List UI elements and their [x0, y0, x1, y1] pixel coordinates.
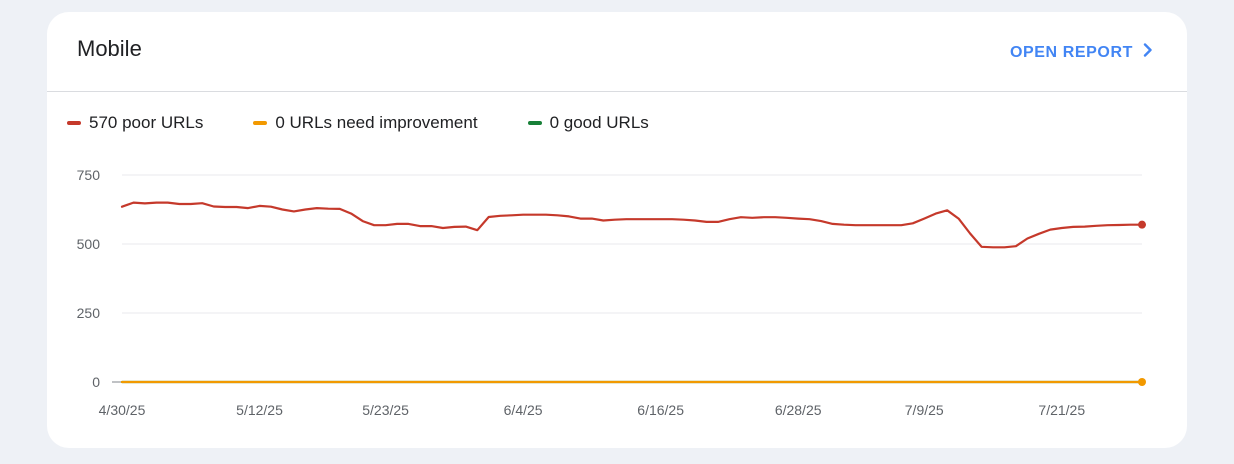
open-report-link[interactable]: OPEN REPORT [1010, 43, 1155, 62]
y-tick-label: 500 [77, 236, 101, 252]
legend-item-poor[interactable]: 570 poor URLs [67, 113, 203, 133]
mobile-card: Mobile OPEN REPORT 570 poor URLs 0 URLs … [47, 12, 1187, 448]
series-end-point-poor [1138, 220, 1146, 229]
legend-label-need-improvement: 0 URLs need improvement [275, 113, 478, 132]
x-tick-label: 5/12/25 [236, 402, 283, 418]
legend-label-poor: 570 poor URLs [89, 113, 204, 132]
legend-item-need-improvement[interactable]: 0 URLs need improvement [253, 113, 478, 133]
y-tick-label: 0 [92, 374, 100, 390]
open-report-label: OPEN REPORT [1009, 43, 1133, 61]
series-line-poor [120, 201, 1144, 249]
legend-label-good: 0 good URLs [549, 113, 649, 132]
card-title: Mobile [77, 36, 142, 61]
x-tick-label: 6/4/25 [504, 402, 543, 418]
series-end-point-need-improvement [1138, 378, 1146, 386]
x-tick-label: 7/9/25 [905, 402, 944, 418]
x-tick-label: 6/16/25 [637, 402, 684, 418]
x-tick-label: 4/30/25 [99, 402, 146, 418]
legend-swatch-good [527, 121, 542, 125]
x-tick-label: 7/21/25 [1038, 402, 1085, 418]
line-chart: 0 250 500 750 4/30/25 5/12/25 5/23/25 6/4/25 6/1… [77, 167, 1146, 418]
legend-swatch-need-improvement [253, 121, 268, 125]
chart-legend: 570 poor URLs 0 URLs need improvement 0 … [67, 113, 699, 133]
legend-item-good[interactable]: 0 good URLs [527, 113, 649, 133]
card-header: Mobile OPEN REPORT [47, 12, 1187, 92]
y-tick-label: 250 [77, 305, 101, 321]
x-tick-label: 6/28/25 [775, 402, 822, 418]
chevron-right-icon [1141, 43, 1155, 62]
legend-swatch-poor [67, 121, 81, 125]
y-tick-label: 750 [77, 167, 101, 183]
x-tick-label: 5/23/25 [362, 402, 409, 418]
